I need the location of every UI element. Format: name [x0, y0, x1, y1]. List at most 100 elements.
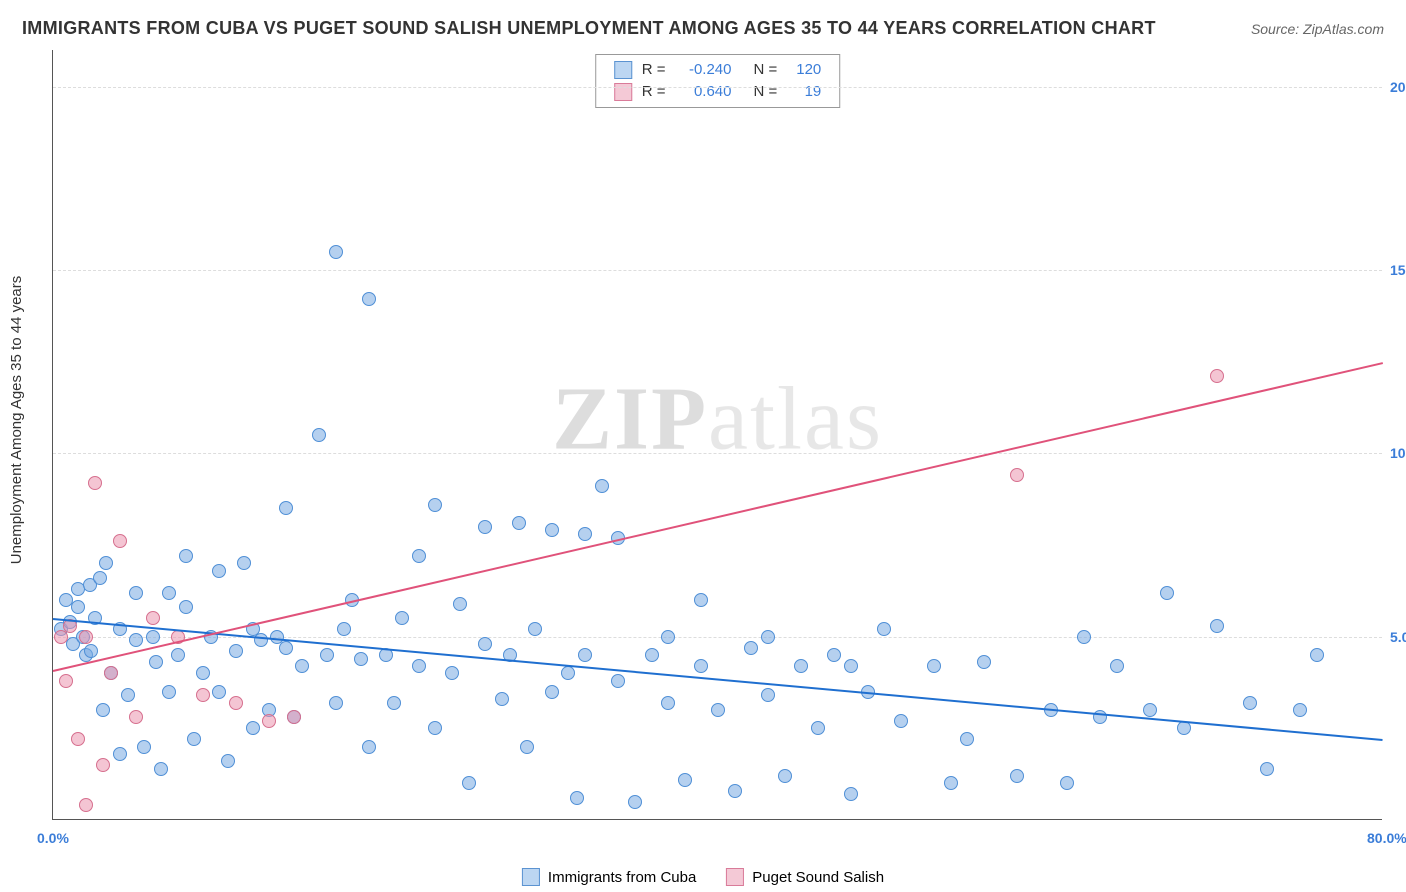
stat-r-value: -0.240 [676, 59, 732, 81]
data-point [395, 611, 409, 625]
data-point [578, 648, 592, 662]
data-point [129, 586, 143, 600]
y-axis-label: Unemployment Among Ages 35 to 44 years [8, 276, 25, 565]
data-point [162, 685, 176, 699]
data-point [694, 659, 708, 673]
data-point [894, 714, 908, 728]
data-point [121, 688, 135, 702]
data-point [428, 721, 442, 735]
data-point [237, 556, 251, 570]
data-point [595, 479, 609, 493]
data-point [279, 501, 293, 515]
data-point [129, 710, 143, 724]
source-label: Source: ZipAtlas.com [1251, 21, 1384, 37]
data-point [1177, 721, 1191, 735]
data-point [711, 703, 725, 717]
data-point [212, 564, 226, 578]
data-point [171, 648, 185, 662]
data-point [1010, 468, 1024, 482]
chart-title: IMMIGRANTS FROM CUBA VS PUGET SOUND SALI… [22, 18, 1156, 39]
data-point [1077, 630, 1091, 644]
legend-label: Puget Sound Salish [752, 869, 884, 886]
legend-label: Immigrants from Cuba [548, 869, 696, 886]
data-point [179, 549, 193, 563]
data-point [478, 637, 492, 651]
data-point [512, 516, 526, 530]
stat-r-label: R = [642, 81, 666, 103]
data-point [977, 655, 991, 669]
data-point [578, 527, 592, 541]
gridline [53, 453, 1382, 454]
y-tick-label: 20.0% [1390, 79, 1406, 95]
data-point [93, 571, 107, 585]
legend-swatch [726, 868, 744, 886]
data-point [146, 611, 160, 625]
data-point [1310, 648, 1324, 662]
stat-n-value: 120 [787, 59, 821, 81]
data-point [179, 600, 193, 614]
data-point [561, 666, 575, 680]
y-tick-label: 5.0% [1390, 629, 1406, 645]
data-point [661, 630, 675, 644]
data-point [1260, 762, 1274, 776]
stat-n-label: N = [754, 81, 778, 103]
data-point [811, 721, 825, 735]
gridline [53, 270, 1382, 271]
data-point [149, 655, 163, 669]
data-point [944, 776, 958, 790]
data-point [104, 666, 118, 680]
data-point [528, 622, 542, 636]
data-point [794, 659, 808, 673]
data-point [146, 630, 160, 644]
data-point [694, 593, 708, 607]
data-point [611, 674, 625, 688]
data-point [96, 758, 110, 772]
legend-item: Puget Sound Salish [726, 868, 884, 886]
data-point [312, 428, 326, 442]
data-point [844, 787, 858, 801]
data-point [212, 685, 226, 699]
data-point [1010, 769, 1024, 783]
data-point [453, 597, 467, 611]
data-point [196, 688, 210, 702]
data-point [445, 666, 459, 680]
data-point [279, 641, 293, 655]
data-point [761, 630, 775, 644]
data-point [1210, 619, 1224, 633]
data-point [287, 710, 301, 724]
data-point [1293, 703, 1307, 717]
data-point [254, 633, 268, 647]
legend-item: Immigrants from Cuba [522, 868, 696, 886]
data-point [744, 641, 758, 655]
data-point [320, 648, 334, 662]
data-point [71, 732, 85, 746]
data-point [778, 769, 792, 783]
data-point [412, 659, 426, 673]
legend-swatch [522, 868, 540, 886]
data-point [129, 633, 143, 647]
data-point [295, 659, 309, 673]
data-point [59, 674, 73, 688]
stats-row: R = 0.640N = 19 [614, 81, 822, 103]
data-point [162, 586, 176, 600]
data-point [1243, 696, 1257, 710]
data-point [678, 773, 692, 787]
data-point [520, 740, 534, 754]
data-point [661, 696, 675, 710]
stats-row: R = -0.240 N = 120 [614, 59, 822, 81]
data-point [628, 795, 642, 809]
data-point [262, 714, 276, 728]
data-point [412, 549, 426, 563]
stat-r-label: R = [642, 59, 666, 81]
data-point [827, 648, 841, 662]
data-point [1210, 369, 1224, 383]
correlation-stats-box: R = -0.240 N = 120R = 0.640N = 19 [595, 54, 841, 108]
data-point [113, 747, 127, 761]
data-point [428, 498, 442, 512]
stat-n-label: N = [754, 59, 778, 81]
data-point [362, 292, 376, 306]
data-point [79, 798, 93, 812]
legend-swatch [614, 61, 632, 79]
data-point [645, 648, 659, 662]
data-point [99, 556, 113, 570]
